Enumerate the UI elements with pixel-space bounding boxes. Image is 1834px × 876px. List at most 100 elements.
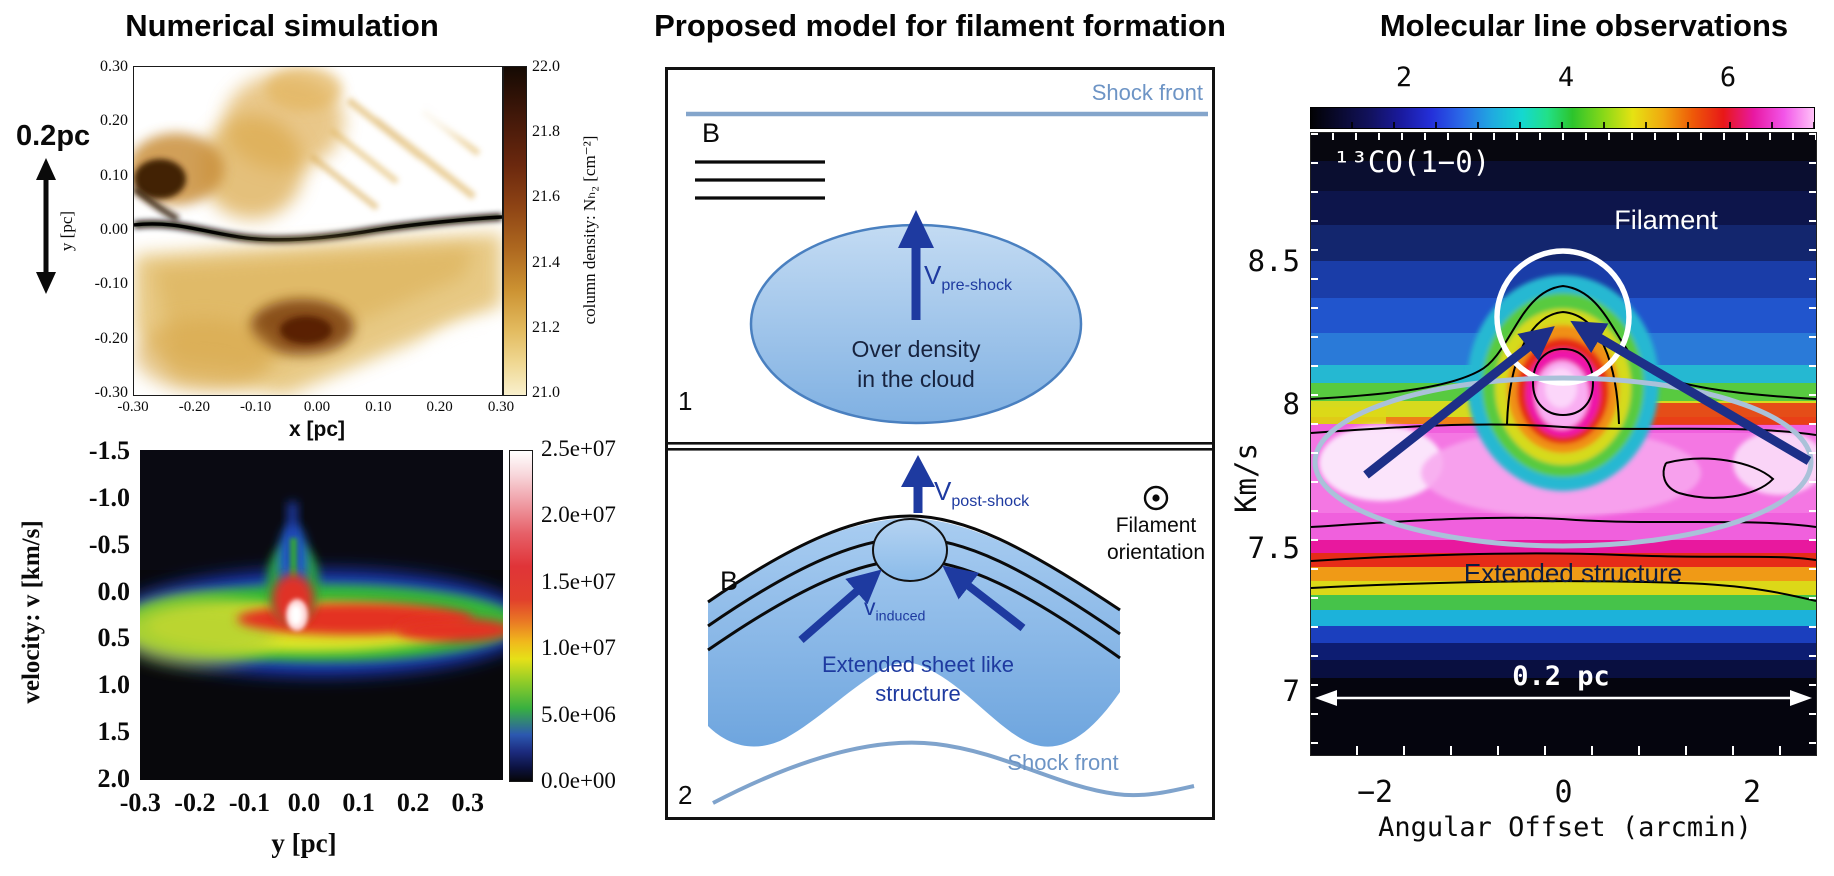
column-density-colorbar-label: column density: Nₕ₂ [cm⁻²] (580, 135, 599, 325)
column-density-heatmap (128, 55, 542, 411)
x-tick-label: 0.00 (303, 399, 331, 415)
bottomplot-ylabel: velocity: v [km/s] (18, 520, 45, 704)
topplot-ytick-labels: 0.30 0.20 0.10 0.00 -0.10 -0.20 -0.30 (78, 58, 128, 402)
observation-colorbar-ticks: 2 4 6 (1374, 62, 1758, 93)
y-tick-label: 0.10 (100, 166, 128, 184)
y-tick-label: -1.5 (88, 436, 130, 465)
x-tick-label: 0.1 (342, 788, 375, 817)
magnetic-field-lines-1 (695, 160, 825, 200)
simulated-pv-heatmap (111, 450, 531, 780)
y-tick-label: 0.00 (100, 220, 128, 238)
stage-number-2: 2 (678, 780, 693, 810)
column-density-colorbar (503, 66, 527, 396)
v-induced-symbol: v (864, 594, 876, 620)
y-tick-label: -0.5 (88, 529, 130, 559)
y-tick-label: 1.5 (97, 717, 131, 747)
colorbar-tick-label: 22.0 (532, 58, 560, 75)
simulated-pv-colorbar-ticks: 2.5e+07 2.0e+07 1.5e+07 1.0e+07 5.0e+06 0.0e+… (541, 436, 651, 794)
bottomplot-xtick-labels: -0.3 -0.2 -0.1 0.0 0.1 0.2 0.3 (113, 788, 495, 818)
b-field-label-2: B (720, 566, 739, 596)
x-tick-label: -0.3 (119, 788, 161, 817)
y-tick-label: -0.30 (94, 383, 128, 401)
y-tick-label: 0.5 (97, 623, 131, 653)
filament-annotation-label: Filament (1614, 205, 1718, 235)
colorbar-tick-label: 21.8 (532, 123, 560, 141)
x-tick-label: 0.2 (396, 788, 430, 817)
observed-pv-heatmap-image (1310, 133, 1825, 755)
y-tick-label: 1.0 (97, 670, 131, 700)
y-tick-label: 8 (1282, 387, 1300, 422)
right-panel-title: Molecular line observations (1379, 8, 1789, 43)
bottomplot-ytick-labels: -1.5 -1.0 -0.5 0.0 0.5 1.0 1.5 2.0 (50, 436, 130, 794)
v-induced-label: vinduced (864, 594, 925, 625)
extended-sheet-shape (708, 518, 1120, 747)
y-tick-label: 7 (1282, 673, 1300, 708)
topplot-xtick-labels: -0.30 -0.20 -0.10 0.00 0.10 0.20 0.30 (107, 399, 527, 416)
v-induced-subscript: induced (875, 608, 926, 625)
colorbar-tick-label: 2.0e+07 (541, 502, 616, 528)
filament-orientation-symbol-icon (1143, 485, 1169, 511)
intensity-contours (1310, 284, 1817, 602)
y-tick-label: 2.0 (97, 763, 131, 793)
colorbar-tick-label: 21.0 (532, 383, 560, 401)
vertical-scale-arrow-icon (36, 158, 56, 294)
y-tick-label: 0.20 (100, 112, 128, 130)
induced-velocity-arrow-right-icon (942, 565, 1026, 632)
v-pre-shock-subscript: pre-shock (941, 276, 1013, 295)
y-tick-label: -0.10 (94, 275, 128, 293)
scale-label-0-2pc: 0.2pc (16, 120, 91, 152)
shock-front-label-2: Shock front (1007, 750, 1119, 775)
colorbar-tick-label: 2.5e+07 (541, 436, 616, 461)
y-tick-label: -1.0 (88, 482, 130, 512)
x-tick-label: 0 (1554, 775, 1573, 810)
colorbar-tick-label: 1.0e+07 (541, 635, 616, 661)
colorbar-tick-label: 1.5e+07 (541, 568, 616, 594)
x-tick-label: -0.1 (228, 788, 271, 817)
over-density-text-line1: Over density (851, 336, 981, 362)
column-density-colorbar-ticks: 22.0 21.8 21.6 21.4 21.2 21.0 (532, 58, 578, 402)
post-shock-velocity-arrow-icon (901, 455, 935, 513)
v-pre-shock-symbol: V (924, 260, 942, 290)
model-diagram-graphics (668, 111, 1212, 805)
x-tick-label: 0.3 (451, 788, 485, 817)
colorbar-tick-label: 5.0e+06 (541, 701, 616, 727)
colorbar-tick-label: 21.4 (532, 253, 560, 271)
simulated-pv-heatmap-image (111, 450, 531, 780)
y-tick-label: 0.0 (97, 576, 131, 606)
middle-panel-title: Proposed model for filament formation (654, 8, 1226, 43)
v-post-shock-label: Vpost-shock (934, 476, 1029, 511)
x-tick-label: -0.2 (174, 788, 216, 817)
molecular-line-label: ¹³CO(1−0) (1333, 145, 1491, 179)
colorbar-tick-label: 4 (1557, 62, 1575, 93)
y-tick-label: -0.20 (94, 329, 128, 347)
bottomplot-xlabel: y [pc] (271, 828, 337, 858)
y-tick-label: 8.5 (1247, 244, 1300, 278)
filament-orientation-label-line2: orientation (1106, 541, 1206, 564)
model-diagram-box: Shock front B Vpre-shock Over density in… (665, 67, 1215, 820)
b-field-label-1: B (702, 118, 721, 148)
x-tick-label: 0.30 (487, 399, 515, 415)
extended-sheet-text-line2: structure (875, 681, 961, 706)
y-tick-label: 7.5 (1247, 530, 1300, 565)
colorbar-tick-label: 2 (1395, 62, 1413, 93)
x-tick-label: -0.10 (240, 399, 272, 415)
observation-xlabel: Angular Offset (arcmin) (1378, 812, 1752, 843)
induced-velocity-arrow-left-icon (798, 569, 882, 644)
x-tick-label: 2 (1742, 775, 1762, 810)
colorbar-tick-label: 21.2 (532, 318, 560, 336)
scale-annotation-0-2pc: 0.2 pc (1512, 661, 1610, 692)
observation-xtick-labels: −2 0 2 (1343, 775, 1784, 810)
left-panel-title: Numerical simulation (125, 8, 439, 43)
shock-front-line-2 (712, 740, 1195, 805)
pre-shock-velocity-arrow-icon (898, 210, 934, 320)
shock-front-label-1: Shock front (1091, 80, 1203, 105)
v-post-shock-subscript: post-shock (951, 492, 1030, 511)
extended-sheet-text-line1: Extended sheet like (821, 652, 1015, 677)
v-post-shock-symbol: V (934, 476, 952, 506)
over-density-text-line2: in the cloud (857, 366, 975, 392)
stage-number-1: 1 (678, 386, 693, 416)
simulated-pv-colorbar (509, 450, 533, 782)
forming-filament-ellipse (872, 518, 948, 582)
topplot-ylabel: y [pc] (57, 210, 76, 252)
